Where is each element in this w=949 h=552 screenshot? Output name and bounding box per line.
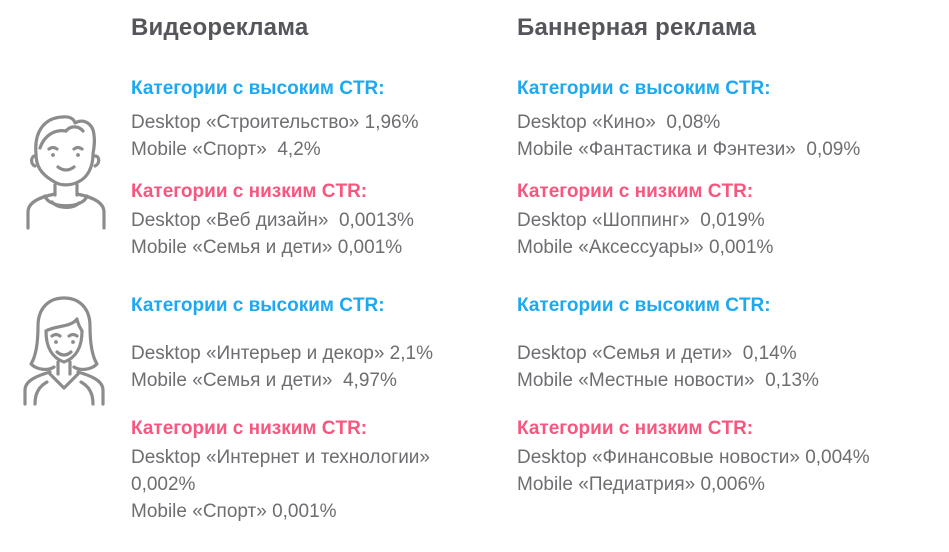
ctr-entry: Mobile «Семья и дети» 4,97% — [131, 370, 397, 391]
video-column-title: Видеореклама — [131, 14, 309, 41]
ctr-entry: Desktop «Веб дизайн» 0,0013% — [131, 210, 414, 231]
high-ctr-list: Desktop «Кино» 0,08% Mobile «Фантастика … — [517, 109, 942, 163]
low-ctr-label: Категории с низким CTR: — [517, 418, 754, 439]
low-ctr-label: Категории с низким CTR: — [517, 181, 754, 202]
banner-column-title: Баннерная реклама — [517, 14, 757, 41]
low-ctr-label: Категории с низким CTR: — [131, 181, 368, 202]
ctr-entry: Mobile «Семья и дети» 0,001% — [131, 237, 403, 258]
ctr-entry: Desktop «Строительство» 1,96% — [131, 112, 419, 133]
ctr-entry: Mobile «Местные новости» 0,13% — [517, 370, 819, 391]
ctr-entry: Mobile «Педиатрия» 0,006% — [517, 474, 765, 495]
ctr-entry: Desktop «Интернет и технологии» 0,002% — [131, 447, 436, 495]
high-ctr-list: Desktop «Семья и дети» 0,14% Mobile «Мес… — [517, 340, 942, 394]
low-ctr-list: Desktop «Веб дизайн» 0,0013% Mobile «Сем… — [131, 207, 501, 261]
ctr-entry: Desktop «Шоппинг» 0,019% — [517, 210, 765, 231]
low-ctr-list: Desktop «Шоппинг» 0,019% Mobile «Аксессу… — [517, 207, 942, 261]
low-ctr-label: Категории с низким CTR: — [131, 418, 368, 439]
ctr-entry: Mobile «Аксессуары» 0,001% — [517, 237, 774, 258]
ctr-entry: Desktop «Финансовые новости» 0,004% — [517, 447, 870, 468]
high-ctr-label: Категории с высоким CTR: — [517, 78, 771, 99]
ctr-entry: Desktop «Интерьер и декор» 2,1% — [131, 343, 433, 364]
ctr-entry: Mobile «Спорт» 0,001% — [131, 501, 337, 522]
high-ctr-label: Категории с высоким CTR: — [131, 78, 385, 99]
ctr-entry: Desktop «Семья и дети» 0,14% — [517, 343, 797, 364]
low-ctr-list: Desktop «Финансовые новости» 0,004% Mobi… — [517, 444, 942, 498]
woman-avatar-icon — [20, 291, 108, 411]
ctr-entry: Mobile «Фантастика и Фэнтези» 0,09% — [517, 139, 861, 160]
ctr-entry: Desktop «Кино» 0,08% — [517, 112, 721, 133]
man-avatar-icon — [22, 110, 110, 230]
low-ctr-list: Desktop «Интернет и технологии» 0,002% M… — [131, 444, 451, 525]
ctr-entry: Mobile «Спорт» 4,2% — [131, 139, 321, 160]
high-ctr-list: Desktop «Строительство» 1,96% Mobile «Сп… — [131, 109, 501, 163]
high-ctr-label: Категории с высоким CTR: — [131, 295, 385, 316]
high-ctr-list: Desktop «Интерьер и декор» 2,1% Mobile «… — [131, 340, 501, 394]
high-ctr-label: Категории с высоким CTR: — [517, 295, 771, 316]
